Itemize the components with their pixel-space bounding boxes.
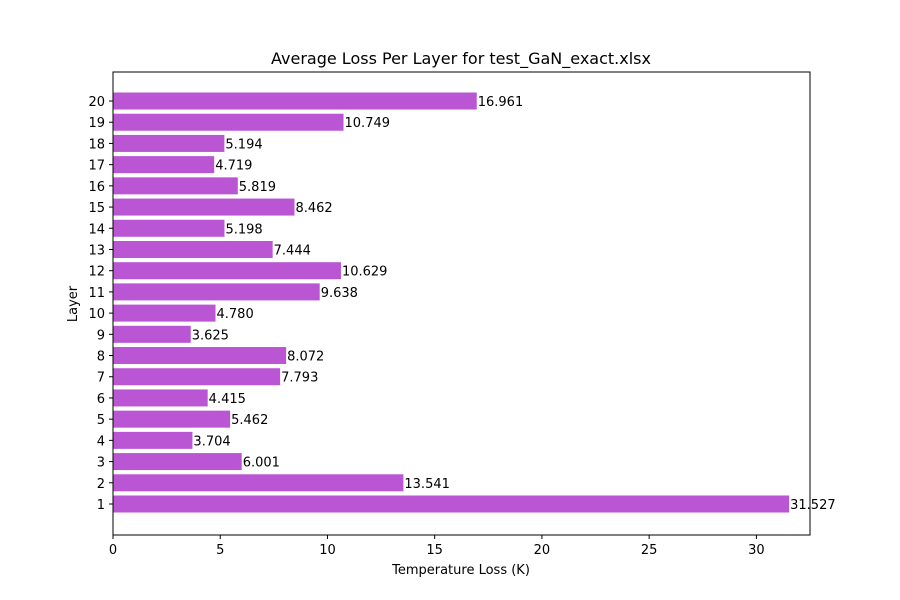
- data-label-layer-12: 10.629: [342, 265, 388, 280]
- y-tick-label-5: 5: [97, 413, 105, 428]
- bar-layer-5: [113, 410, 231, 428]
- x-tick-label-30: 30: [748, 543, 765, 558]
- y-tick-label-18: 18: [88, 137, 105, 152]
- data-label-layer-20: 16.961: [478, 95, 524, 110]
- data-label-layer-17: 4.719: [215, 159, 252, 174]
- bar-layer-3: [113, 453, 242, 471]
- data-label-layer-14: 5.198: [225, 222, 262, 237]
- x-ticks-group: 0 5 10 15 20 25 30: [109, 535, 765, 558]
- y-tick-label-3: 3: [97, 456, 105, 471]
- x-tick-label-20: 20: [534, 543, 551, 558]
- bars-group: [113, 92, 790, 513]
- plot-frame: [112, 71, 811, 536]
- chart-title: Average Loss Per Layer for test_GaN_exac…: [271, 49, 651, 69]
- bar-layer-18: [113, 134, 225, 152]
- data-label-layer-13: 7.444: [274, 243, 311, 258]
- y-tick-label-9: 9: [97, 328, 105, 343]
- y-axis-label: Layer: [66, 285, 81, 322]
- data-label-layer-10: 4.780: [217, 307, 254, 322]
- data-label-layer-8: 8.072: [287, 350, 324, 365]
- y-tick-label-6: 6: [97, 392, 105, 407]
- x-tick-label-10: 10: [319, 543, 336, 558]
- bar-layer-20: [113, 92, 477, 110]
- bar-layer-4: [113, 431, 193, 449]
- y-tick-label-13: 13: [88, 243, 105, 258]
- data-label-layer-1: 31.527: [790, 498, 836, 513]
- y-tick-label-10: 10: [88, 307, 105, 322]
- bar-layer-14: [113, 219, 225, 237]
- y-tick-label-16: 16: [88, 180, 105, 195]
- bar-layer-6: [113, 389, 208, 407]
- x-tick-label-0: 0: [109, 543, 117, 558]
- bar-layer-11: [113, 283, 320, 301]
- data-label-layer-15: 8.462: [295, 201, 332, 216]
- data-label-layer-4: 3.704: [193, 434, 230, 449]
- bar-layer-17: [113, 156, 215, 174]
- y-tick-label-19: 19: [88, 116, 105, 131]
- bar-layer-9: [113, 325, 191, 343]
- bar-layer-8: [113, 347, 287, 365]
- data-label-layer-16: 5.819: [239, 180, 276, 195]
- y-tick-label-17: 17: [88, 159, 105, 174]
- bar-layer-16: [113, 177, 238, 195]
- y-tick-label-20: 20: [88, 95, 105, 110]
- y-tick-label-8: 8: [97, 350, 105, 365]
- bar-layer-10: [113, 304, 216, 322]
- bar-layer-19: [113, 113, 344, 131]
- bar-layer-15: [113, 198, 295, 216]
- y-tick-label-15: 15: [88, 201, 105, 216]
- x-tick-label-15: 15: [426, 543, 443, 558]
- x-tick-label-25: 25: [641, 543, 658, 558]
- bar-layer-2: [113, 474, 404, 492]
- y-tick-label-4: 4: [97, 434, 105, 449]
- data-label-layer-2: 13.541: [404, 477, 450, 492]
- data-label-layer-7: 7.793: [281, 371, 318, 386]
- bar-layer-1: [113, 495, 790, 513]
- data-label-layer-19: 10.749: [345, 116, 391, 131]
- x-axis-label: Temperature Loss (K): [391, 563, 530, 578]
- y-tick-label-14: 14: [88, 222, 105, 237]
- y-tick-label-11: 11: [88, 286, 105, 301]
- data-label-layer-5: 5.462: [231, 413, 268, 428]
- data-label-layer-6: 4.415: [209, 392, 246, 407]
- data-label-layer-3: 6.001: [243, 456, 280, 471]
- bar-layer-7: [113, 368, 281, 386]
- data-label-layer-18: 5.194: [225, 137, 262, 152]
- y-tick-label-2: 2: [97, 477, 105, 492]
- bar-layer-13: [113, 240, 273, 258]
- data-label-layer-9: 3.625: [192, 328, 229, 343]
- y-tick-label-12: 12: [88, 265, 105, 280]
- bar-layer-12: [113, 262, 341, 280]
- y-tick-label-1: 1: [97, 498, 105, 513]
- y-tick-label-7: 7: [97, 371, 105, 386]
- x-tick-label-5: 5: [216, 543, 224, 558]
- data-label-layer-11: 9.638: [321, 286, 358, 301]
